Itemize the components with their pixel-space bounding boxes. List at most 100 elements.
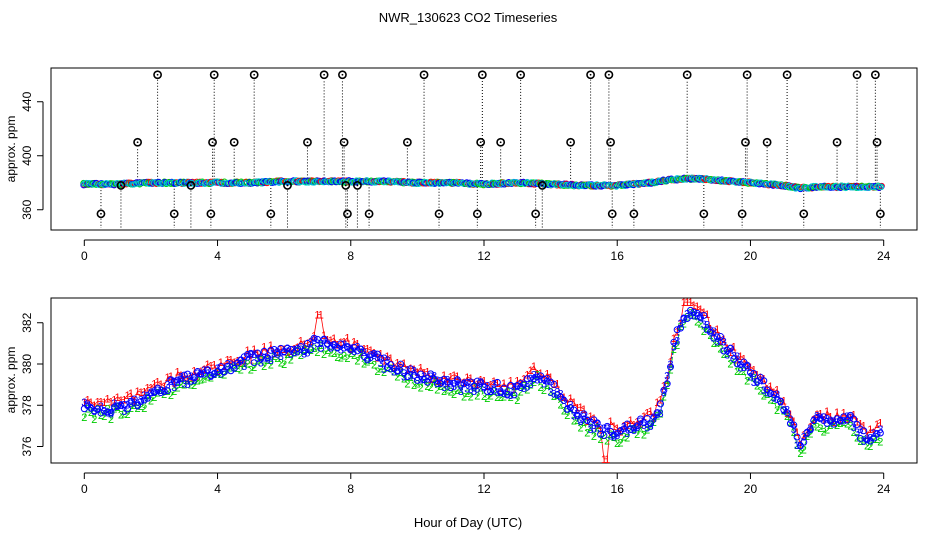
series-2-point: 2 bbox=[141, 403, 147, 415]
series-1-point: 1 bbox=[854, 416, 860, 428]
series-1-point: 1 bbox=[831, 417, 837, 429]
series-3-point: 3 bbox=[754, 377, 760, 389]
series-1-point: 1 bbox=[548, 372, 554, 384]
series-2-point: 2 bbox=[681, 319, 687, 331]
series-o-point bbox=[677, 324, 685, 332]
series-2-point: 2 bbox=[145, 392, 151, 404]
outlier-point-center bbox=[856, 73, 858, 76]
series-3-point: 3 bbox=[121, 406, 127, 418]
series-2-point: 2 bbox=[814, 422, 820, 434]
series-o-point bbox=[230, 364, 238, 372]
series-2-point: 2 bbox=[348, 348, 354, 360]
top-y-tick-label: 400 bbox=[20, 145, 34, 165]
series-1-point: 1 bbox=[651, 412, 657, 424]
series-3-point: 3 bbox=[601, 423, 607, 435]
series-o-point bbox=[137, 398, 145, 406]
top-x-axis: 0 4 8 12 16 20 24 bbox=[81, 239, 891, 263]
series-2-point: 2 bbox=[867, 441, 873, 453]
series-3-point: 3 bbox=[165, 380, 171, 392]
series-2-point: 2 bbox=[378, 364, 384, 376]
outlier-point-center bbox=[836, 141, 838, 144]
series-o-point bbox=[150, 389, 158, 397]
series-o-point bbox=[643, 414, 651, 422]
series-o-point bbox=[270, 345, 278, 353]
series-o-point bbox=[160, 388, 168, 396]
series-o-point bbox=[830, 420, 838, 428]
series-1-point: 1 bbox=[824, 406, 830, 418]
series-o-point bbox=[170, 377, 178, 385]
series-2-point: 2 bbox=[524, 384, 530, 396]
series-2-point: 2 bbox=[481, 391, 487, 403]
series-1-point: 1 bbox=[304, 338, 310, 350]
bottom-y-tick-label: 382 bbox=[20, 312, 34, 332]
outlier-point bbox=[472, 209, 482, 219]
series-o-point bbox=[197, 370, 205, 378]
series-3-point: 3 bbox=[564, 404, 570, 416]
series-1-point: 1 bbox=[621, 420, 627, 432]
outlier-point bbox=[402, 137, 412, 147]
series-3-point: 3 bbox=[221, 366, 227, 378]
series-1-point: 1 bbox=[677, 319, 683, 331]
series-o-point bbox=[110, 403, 118, 411]
outlier-point-center bbox=[541, 184, 544, 187]
series-o-point bbox=[370, 350, 378, 358]
series-3-point: 3 bbox=[617, 425, 623, 437]
series-2-point: 2 bbox=[588, 422, 594, 434]
series-2-point: 2 bbox=[591, 431, 597, 443]
series-o-point bbox=[317, 344, 325, 352]
outlier-point-center bbox=[746, 73, 749, 76]
series-1-point: 1 bbox=[574, 402, 580, 414]
series-2-point: 2 bbox=[391, 367, 397, 379]
series-2-point: 2 bbox=[151, 392, 157, 404]
outlier-point bbox=[516, 70, 526, 80]
series-3-point: 3 bbox=[145, 391, 151, 403]
outlier-point-center bbox=[786, 73, 788, 76]
series-2-point: 2 bbox=[421, 374, 427, 386]
series-2-point: 2 bbox=[751, 372, 757, 384]
series-3-point: 3 bbox=[821, 415, 827, 427]
series-1-point: 1 bbox=[105, 394, 111, 406]
series-3-point: 3 bbox=[268, 355, 274, 367]
series-2-point: 2 bbox=[358, 349, 364, 361]
baseline-point-series-4 bbox=[877, 183, 885, 191]
series-2-point: 2 bbox=[701, 326, 707, 338]
series-3-point: 3 bbox=[314, 338, 320, 350]
outlier-point bbox=[153, 70, 162, 80]
series-2-point: 2 bbox=[314, 347, 320, 359]
series-2-point: 2 bbox=[504, 387, 510, 399]
series-2-point: 2 bbox=[334, 352, 340, 364]
series-1-point: 1 bbox=[341, 337, 347, 349]
series-o-point bbox=[164, 387, 172, 395]
series-o-point bbox=[570, 406, 578, 414]
series-3-point: 3 bbox=[234, 357, 240, 369]
series-2-point: 2 bbox=[321, 349, 327, 361]
series-2-point: 2 bbox=[468, 391, 474, 403]
outlier-point bbox=[186, 181, 196, 190]
series-1-point: 1 bbox=[251, 344, 257, 356]
series-2-point: 2 bbox=[254, 355, 260, 367]
series-3-point: 3 bbox=[624, 428, 630, 440]
series-3-point: 3 bbox=[861, 436, 867, 448]
series-3-point: 3 bbox=[731, 351, 737, 363]
series-1-point: 1 bbox=[301, 339, 307, 351]
series-3-point: 3 bbox=[458, 386, 464, 398]
outlier-point-center bbox=[611, 212, 614, 215]
series-o-point bbox=[743, 361, 751, 369]
series-1-point: 1 bbox=[747, 362, 753, 374]
series-1-point: 1 bbox=[834, 407, 840, 419]
series-3-point: 3 bbox=[697, 311, 703, 323]
series-1-point: 1 bbox=[81, 397, 87, 409]
series-3-point: 3 bbox=[108, 409, 114, 421]
series-1-point: 1 bbox=[608, 416, 614, 428]
series-1-point: 1 bbox=[338, 337, 344, 349]
series-1-point: 1 bbox=[737, 351, 743, 363]
series-2-point: 2 bbox=[431, 375, 437, 387]
series-2-point: 2 bbox=[511, 387, 517, 399]
series-2-point: 2 bbox=[584, 427, 590, 439]
series-1-point: 1 bbox=[111, 395, 117, 407]
series-o-point bbox=[667, 363, 675, 371]
series-3-point: 3 bbox=[837, 416, 843, 428]
series-2-point: 2 bbox=[601, 430, 607, 442]
series-2-point: 2 bbox=[274, 353, 280, 365]
series-1-point: 1 bbox=[248, 354, 254, 366]
